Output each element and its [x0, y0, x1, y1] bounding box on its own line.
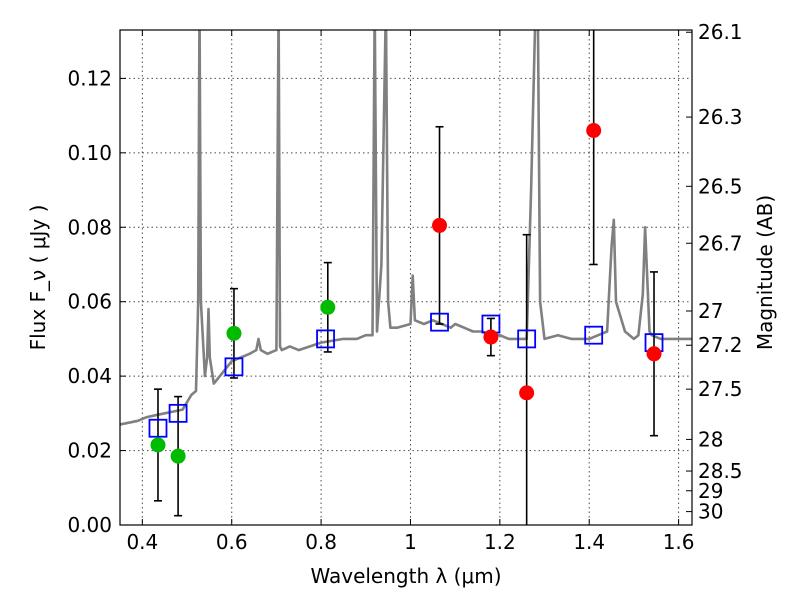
y-tick-label: 0.06	[67, 290, 112, 314]
model-square-marker	[168, 403, 188, 423]
x-tick-label: 1.2	[484, 530, 516, 554]
x-tick-label: 0.6	[216, 530, 248, 554]
y-tick-label: 0.08	[67, 215, 112, 239]
x-tick-label: 1.6	[663, 530, 695, 554]
error-bars	[153, 30, 659, 525]
red-points-marker	[483, 329, 499, 345]
right-tick-label: 30	[698, 500, 723, 524]
green-points-marker	[170, 448, 186, 464]
model-square-marker	[224, 357, 244, 377]
y-tick-label: 0.10	[67, 141, 112, 165]
right-tick-label: 29	[698, 479, 723, 503]
right-tick-label: 26.5	[698, 174, 743, 198]
model-square-marker	[316, 329, 335, 349]
model-square-marker	[517, 329, 537, 349]
red-points-marker	[432, 217, 448, 233]
y-tick-label: 0.00	[67, 513, 112, 537]
y-axis-label: Flux F_ν ( μJy )	[26, 205, 50, 351]
red-points-marker	[646, 346, 662, 362]
red-points-marker	[519, 385, 535, 401]
data-markers	[148, 122, 664, 464]
right-tick-label: 27	[698, 299, 723, 323]
x-tick-label: 0.8	[305, 530, 337, 554]
right-tick-label: 27.5	[698, 377, 743, 401]
spectrum-line	[120, 30, 692, 426]
x-axis-label: Wavelength λ (μm)	[310, 564, 501, 588]
axis-ticks: 0.4 0.6 0.8 1 1.2 1.4 1.6 0.00 0.02 0.04 0.06 0.08 0…	[67, 20, 742, 554]
right-tick-label: 28.5	[698, 459, 743, 483]
model-square-marker	[148, 418, 168, 438]
y-tick-label: 0.04	[67, 364, 112, 388]
y-tick-label: 0.12	[67, 66, 112, 90]
right-tick-label: 26.1	[698, 20, 743, 44]
green-points-marker	[150, 437, 166, 453]
right-tick-label: 28	[698, 427, 723, 451]
model-square-marker	[584, 325, 604, 345]
green-points-marker	[320, 299, 336, 315]
x-tick-label: 1	[404, 530, 417, 554]
x-tick-label: 1.4	[573, 530, 605, 554]
x-tick-label: 0.4	[126, 530, 158, 554]
plot-frame	[119, 29, 693, 526]
green-points-marker	[226, 325, 242, 341]
red-points-marker	[586, 122, 602, 138]
y-tick-label: 0.02	[67, 439, 112, 463]
right-tick-label: 26.7	[698, 231, 743, 255]
model-square-marker	[430, 312, 449, 332]
right-axis-label: Magnitude (AB)	[753, 195, 777, 350]
right-tick-label: 27.2	[698, 333, 743, 357]
right-tick-label: 26.3	[698, 105, 743, 129]
grid	[120, 30, 692, 526]
spectrum-series	[120, 30, 692, 426]
